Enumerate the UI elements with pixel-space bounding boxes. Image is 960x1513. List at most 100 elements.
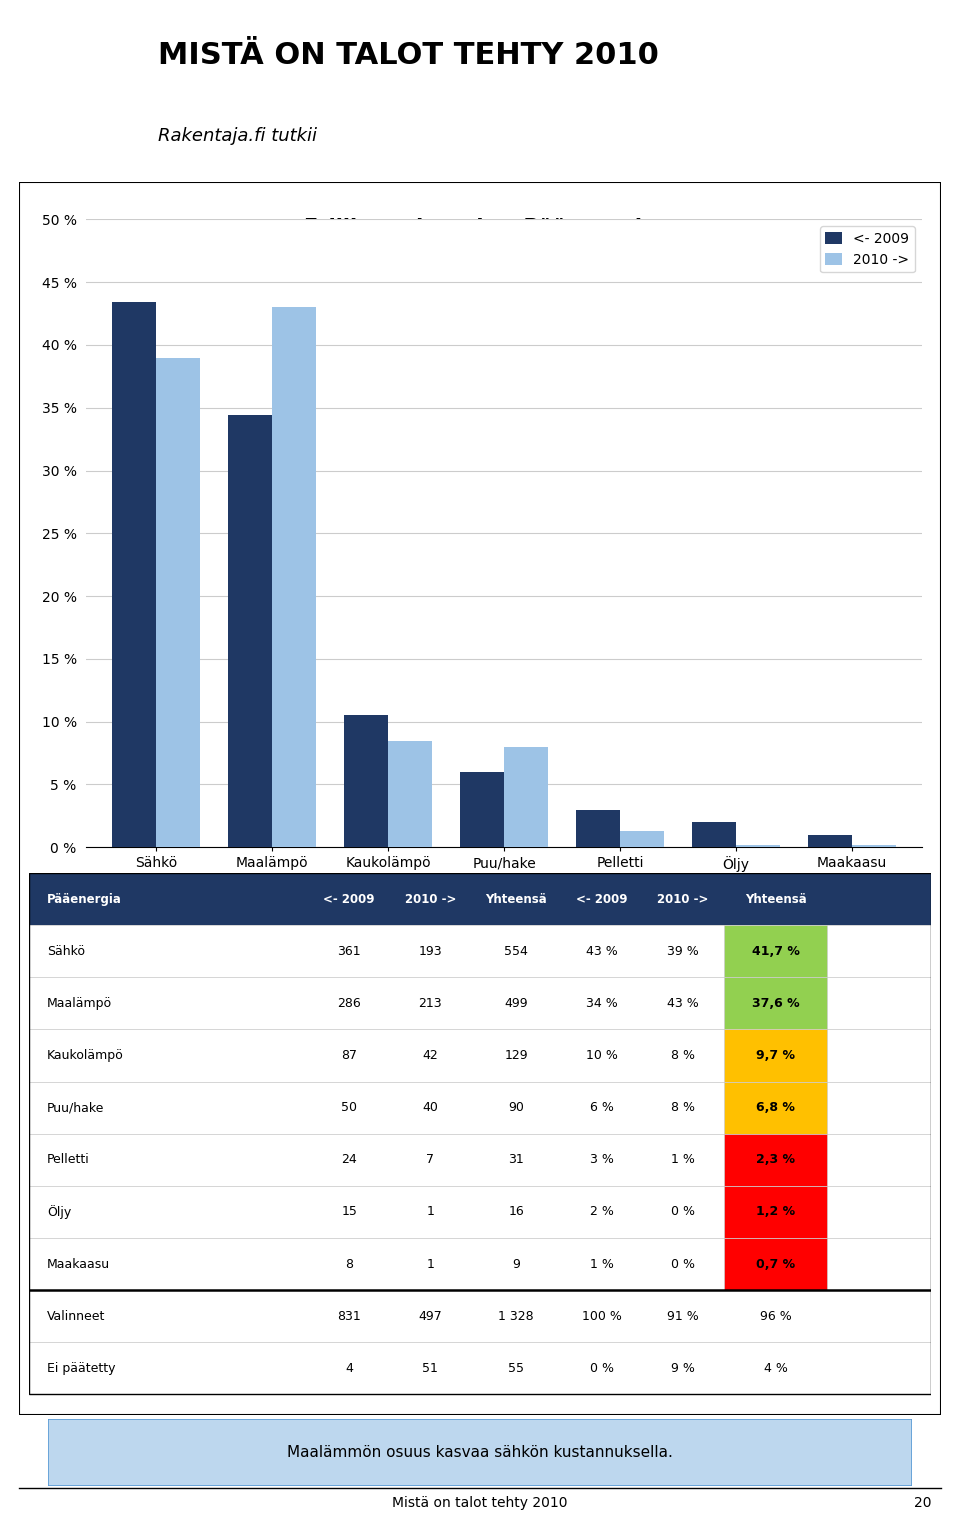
Bar (29, 1186, 931, 1238)
Text: 831: 831 (337, 1310, 361, 1322)
Text: 41,7 %: 41,7 % (752, 944, 800, 958)
Text: 1,2 %: 1,2 % (756, 1206, 795, 1218)
Bar (724, 1238, 828, 1291)
Text: 4: 4 (346, 1362, 353, 1375)
Text: 51: 51 (422, 1362, 439, 1375)
Text: 1: 1 (426, 1257, 434, 1271)
Bar (156, 357, 200, 847)
Text: 55: 55 (508, 1362, 524, 1375)
Text: 554: 554 (504, 944, 528, 958)
Bar (272, 307, 316, 847)
Bar (576, 809, 620, 847)
Text: 4 %: 4 % (763, 1362, 787, 1375)
Text: Öljy: Öljy (47, 1204, 71, 1219)
Bar (620, 831, 664, 847)
Text: Maalämpö: Maalämpö (47, 997, 112, 1009)
Text: MISTÄ ON TALOT TEHTY 2010: MISTÄ ON TALOT TEHTY 2010 (158, 41, 660, 70)
Bar (112, 303, 156, 847)
Bar (724, 1133, 828, 1186)
Bar (852, 844, 896, 847)
Text: Yhteensä: Yhteensä (485, 893, 547, 906)
Bar (29, 1291, 931, 1342)
Bar (228, 415, 272, 847)
Text: 3 %: 3 % (589, 1153, 613, 1167)
Text: 8 %: 8 % (671, 1049, 695, 1062)
Text: 37,6 %: 37,6 % (752, 997, 800, 1009)
Text: 43 %: 43 % (667, 997, 699, 1009)
Bar (724, 1029, 828, 1082)
Text: 91 %: 91 % (667, 1310, 699, 1322)
Text: 2010 ->: 2010 -> (405, 893, 456, 906)
Legend: <- 2009, 2010 ->: <- 2009, 2010 -> (820, 227, 915, 272)
Text: 1: 1 (426, 1206, 434, 1218)
Text: 96 %: 96 % (759, 1310, 791, 1322)
Bar (504, 747, 548, 847)
Text: Maalämmön osuus kasvaa sähkön kustannuksella.: Maalämmön osuus kasvaa sähkön kustannuks… (287, 1445, 673, 1460)
Bar (460, 772, 504, 847)
Text: 2 %: 2 % (589, 1206, 613, 1218)
Text: 9: 9 (512, 1257, 520, 1271)
Text: Pääenergia: Pääenergia (47, 893, 122, 906)
Bar (724, 1082, 828, 1133)
Text: 8 %: 8 % (671, 1101, 695, 1114)
Text: Maakaasu: Maakaasu (47, 1257, 110, 1271)
Bar (29, 1082, 931, 1133)
Text: Ei päätetty: Ei päätetty (47, 1362, 115, 1375)
Text: 361: 361 (337, 944, 361, 958)
Bar (29, 1029, 931, 1082)
Text: 0 %: 0 % (671, 1257, 695, 1271)
Bar (724, 977, 828, 1029)
Text: 31: 31 (508, 1153, 524, 1167)
Text: 1 %: 1 % (589, 1257, 613, 1271)
Bar (344, 716, 388, 847)
Text: 213: 213 (419, 997, 443, 1009)
Text: 286: 286 (337, 997, 361, 1009)
Text: 8: 8 (346, 1257, 353, 1271)
Text: 499: 499 (504, 997, 528, 1009)
Text: 40: 40 (422, 1101, 439, 1114)
Bar (724, 1186, 828, 1238)
Text: 9,7 %: 9,7 % (756, 1049, 795, 1062)
Bar (29, 977, 931, 1029)
Text: 2010 ->: 2010 -> (658, 893, 708, 906)
Text: 87: 87 (341, 1049, 357, 1062)
Bar (29, 873, 931, 924)
Text: 6 %: 6 % (589, 1101, 613, 1114)
Text: Valinneet: Valinneet (47, 1310, 106, 1322)
Text: 0 %: 0 % (589, 1362, 613, 1375)
Bar (29, 1238, 931, 1291)
Text: 1 %: 1 % (671, 1153, 695, 1167)
Text: 39 %: 39 % (667, 944, 699, 958)
Text: 16: 16 (508, 1206, 524, 1218)
Bar (29, 1342, 931, 1395)
Text: 129: 129 (504, 1049, 528, 1062)
Text: 50: 50 (341, 1101, 357, 1114)
Bar (724, 924, 828, 977)
Text: Mistä on talot tehty 2010: Mistä on talot tehty 2010 (393, 1496, 567, 1510)
Text: 100 %: 100 % (582, 1310, 622, 1322)
Text: Puu/hake: Puu/hake (47, 1101, 105, 1114)
Text: Erilliset pientalot: Pääenergia: Erilliset pientalot: Pääenergia (304, 218, 656, 239)
Bar (692, 822, 736, 847)
Text: 9 %: 9 % (671, 1362, 695, 1375)
Bar (736, 844, 780, 847)
Text: Sähkö: Sähkö (47, 944, 84, 958)
Text: 2,3 %: 2,3 % (756, 1153, 795, 1167)
Text: Kaukolämpö: Kaukolämpö (47, 1049, 124, 1062)
Text: 90: 90 (508, 1101, 524, 1114)
Text: Yhteensä: Yhteensä (745, 893, 806, 906)
Text: 10 %: 10 % (586, 1049, 618, 1062)
Text: 42: 42 (422, 1049, 439, 1062)
Text: 24: 24 (341, 1153, 357, 1167)
Text: <- 2009: <- 2009 (576, 893, 628, 906)
Text: 20: 20 (914, 1496, 931, 1510)
Text: 193: 193 (419, 944, 443, 958)
Text: 0,7 %: 0,7 % (756, 1257, 795, 1271)
Text: 15: 15 (341, 1206, 357, 1218)
Bar (808, 835, 852, 847)
Bar (29, 1133, 931, 1186)
Text: 6,8 %: 6,8 % (756, 1101, 795, 1114)
Text: <- 2009: <- 2009 (324, 893, 375, 906)
Text: Rakentaja.fi tutkii: Rakentaja.fi tutkii (158, 127, 318, 145)
Bar (29, 924, 931, 977)
